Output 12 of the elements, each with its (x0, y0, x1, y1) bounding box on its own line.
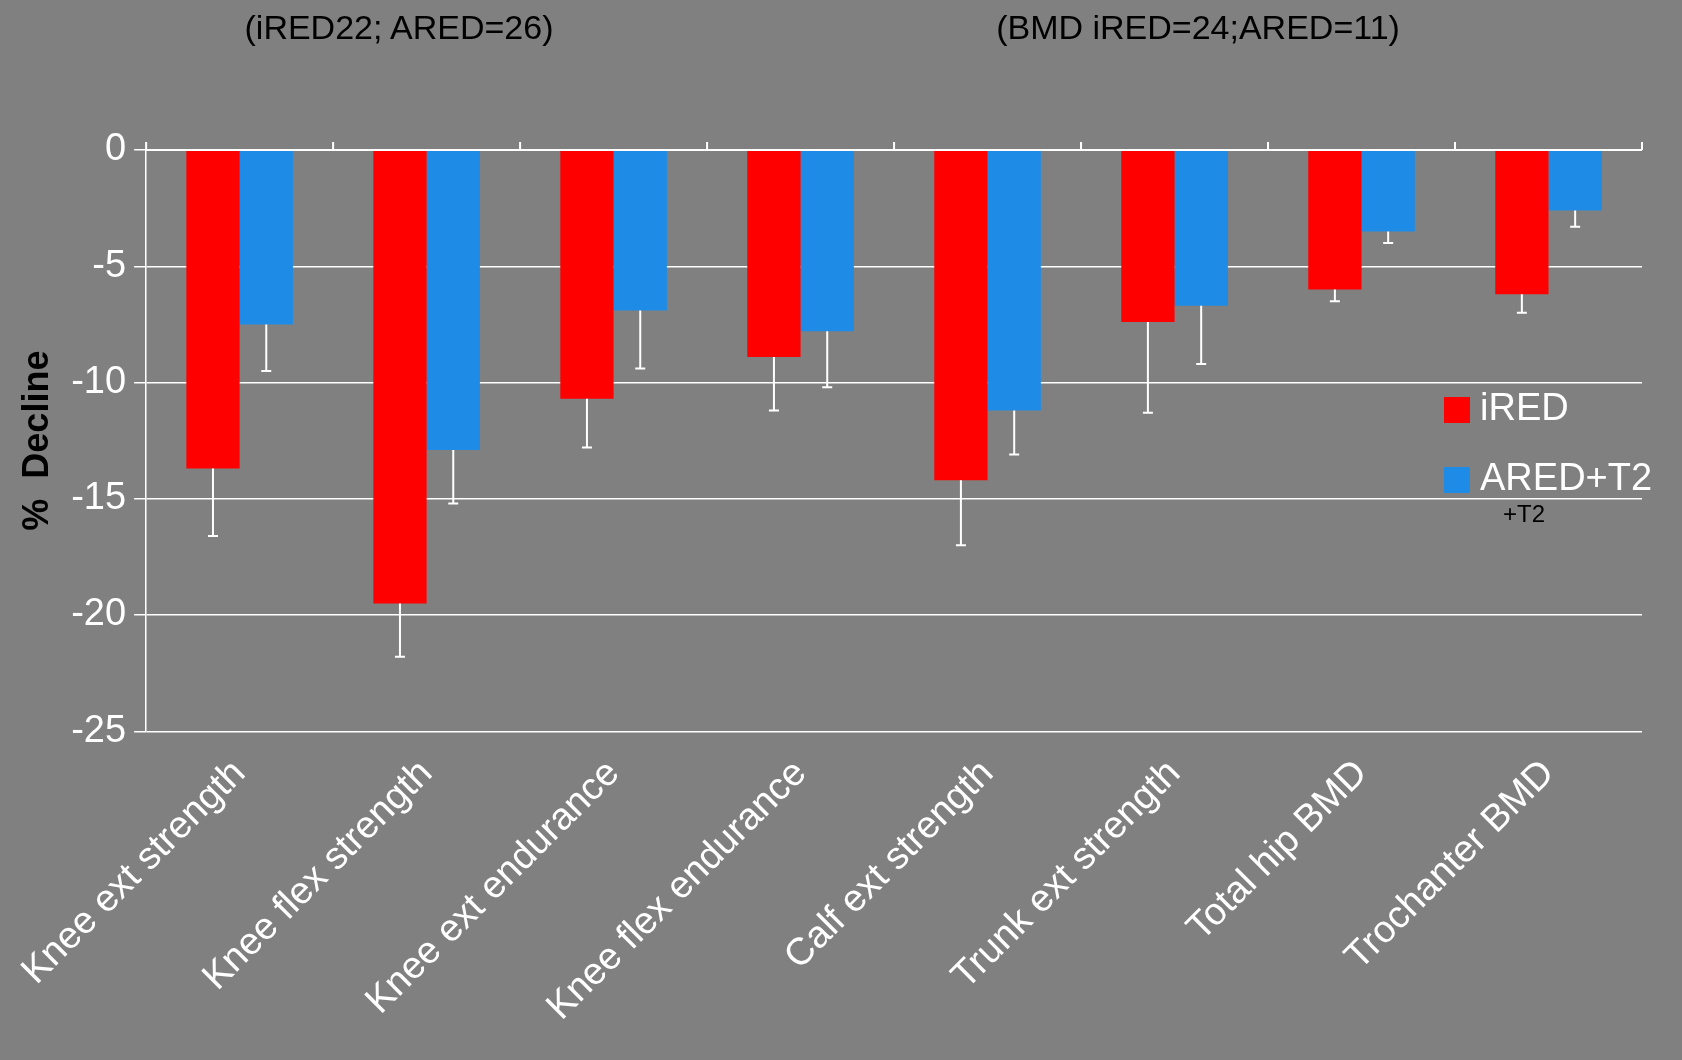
annotation: +T2 (1502, 499, 1546, 527)
y-tick-label: -25 (71, 707, 127, 750)
y-axis-title: % Decline (14, 350, 56, 531)
text: (iRED22; ARED=26) (244, 8, 554, 47)
y-tick-label: 0 (104, 126, 127, 169)
text: (BMD iRED=24;ARED=11) (996, 8, 1400, 47)
legend-label: ARED+T2 (1480, 456, 1653, 499)
y-tick-label: -15 (71, 475, 127, 518)
y-tick-label: -20 (71, 591, 127, 634)
y-tick-label: -10 (71, 358, 127, 401)
legend-label: iRED (1480, 386, 1569, 429)
y-tick-label: -5 (92, 242, 127, 285)
